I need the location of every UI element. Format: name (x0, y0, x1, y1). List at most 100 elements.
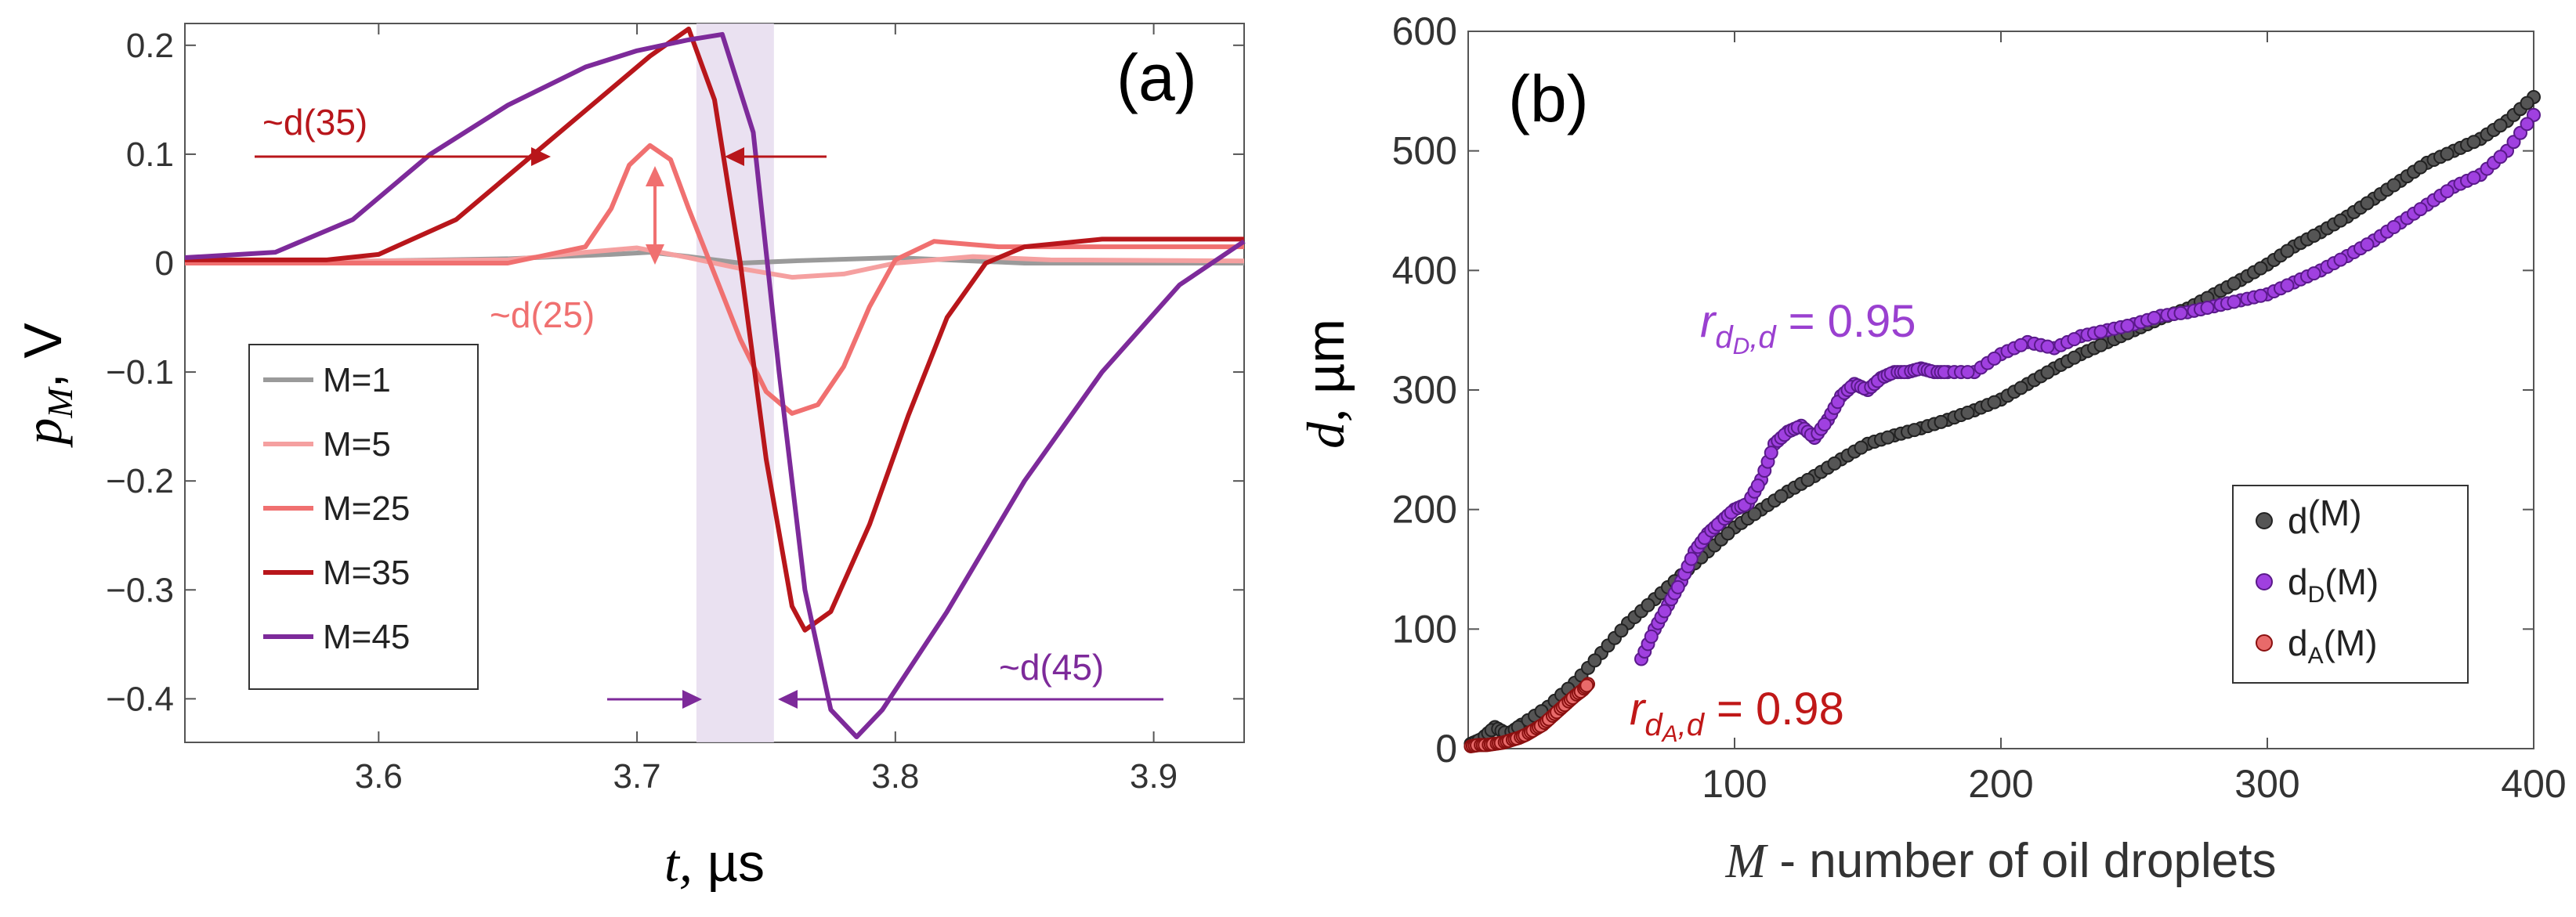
point-d(M) (2280, 244, 2295, 258)
point-dD(M) (2227, 294, 2241, 309)
series-line-m-45 (184, 31, 1246, 740)
panel-a-ticks: 3.6 3.7 3.8 3.9 0.2 0.1 0 −0.1 −0.2 −0.3 −0.4 (106, 23, 1244, 796)
panel-label-a: (a) (1116, 41, 1197, 114)
point-dD(M) (2386, 219, 2401, 234)
point-d(M) (2360, 196, 2375, 211)
correlation-dD: rdD,d = 0.95 (1700, 296, 1916, 359)
x-tick-label: 3.9 (1130, 757, 1178, 796)
legend-marker (2256, 634, 2273, 652)
correlation-dA: rdA,d = 0.98 (1630, 684, 1844, 747)
point-dD(M) (2040, 339, 2055, 354)
scatter-series-dA(M) (1463, 677, 1595, 753)
legend-label: M=25 (323, 489, 410, 528)
panel-label-b: (b) (1508, 62, 1589, 135)
series-line-m-35 (185, 26, 1244, 633)
d25-arrowhead-bottom (646, 244, 664, 265)
d45-arrowhead-left (682, 690, 702, 709)
point-dD(M) (2333, 252, 2348, 267)
point-d(M) (2040, 365, 2055, 380)
y-tick-label: 600 (1392, 9, 1457, 53)
point-dD(M) (2466, 171, 2481, 186)
x-tick-label: 3.8 (871, 757, 919, 796)
x-axis-label-a: t, µs (664, 833, 765, 893)
point-dD(M) (2520, 117, 2534, 132)
panel-a-legend: M=1 M=5 M=25 M=35 M=45 (248, 344, 479, 690)
point-dD(M) (2120, 318, 2135, 333)
x-tick-label: 100 (1702, 762, 1767, 806)
point-dD(M) (2067, 332, 2082, 347)
legend-label: dA(M) (2288, 623, 2378, 669)
series-line-m-25 (185, 143, 1244, 416)
point-d(M) (1800, 472, 1815, 487)
y-tick-label: 0 (1435, 727, 1457, 771)
panel-b-series (1463, 89, 2541, 753)
legend-label: M=35 (323, 554, 410, 592)
point-dD(M) (1670, 579, 1685, 594)
point-dD(M) (1684, 551, 1699, 566)
point-d(M) (2013, 381, 2028, 395)
point-d(M) (2413, 160, 2428, 175)
y-tick-label: −0.3 (106, 571, 174, 609)
point-d(M) (1854, 440, 1869, 455)
point-d(M) (1774, 489, 1789, 504)
point-dD(M) (2360, 237, 2375, 252)
point-d(M) (1880, 430, 1895, 445)
point-dD(M) (1750, 478, 1765, 493)
panel-a-chart: 3.6 3.7 3.8 3.9 0.2 0.1 0 −0.1 −0.2 −0.3 −0.4 ~d(3… (13, 23, 1246, 893)
legend-label: M=5 (323, 425, 391, 464)
y-tick-label: 0.1 (126, 135, 174, 174)
point-d(M) (2440, 146, 2455, 161)
point-d(M) (2333, 213, 2348, 228)
point-dD(M) (1764, 446, 1778, 460)
panel-a-series (184, 26, 1246, 740)
point-dD(M) (2413, 202, 2428, 217)
point-d(M) (1960, 406, 1975, 421)
y-tick-label: 100 (1392, 607, 1457, 651)
y-tick-label: −0.4 (106, 680, 174, 718)
point-d(M) (1934, 414, 1948, 429)
point-d(M) (2253, 261, 2268, 276)
point-dD(M) (2200, 301, 2215, 316)
d35-arrowhead-right (725, 147, 744, 166)
y-tick-label: 500 (1392, 129, 1457, 173)
point-d(M) (1747, 507, 1762, 522)
legend-box (248, 344, 479, 690)
d45-arrowhead-right (778, 690, 798, 709)
panel-b-chart: 100 200 300 400 0 100 200 300 400 500 600 (b) rdD,… (1296, 9, 2567, 888)
legend-label: M=1 (323, 361, 391, 399)
x-axis-label-b: M - number of oil droplets (1725, 834, 2277, 888)
point-d(M) (1614, 623, 1629, 638)
point-dD(M) (1987, 351, 2002, 366)
y-axis-label-b: d, µm (1296, 319, 1355, 449)
point-dD(M) (2306, 266, 2321, 281)
point-d(M) (2306, 229, 2321, 244)
point-dD(M) (2147, 311, 2162, 326)
d35-arrowhead-left (531, 147, 551, 166)
point-dD(M) (1644, 629, 1659, 644)
y-tick-label: −0.1 (106, 353, 174, 392)
point-d(M) (2520, 96, 2534, 110)
panel-b-legend: d(M) dD(M) dA(M) (2232, 485, 2469, 684)
point-d(M) (2093, 338, 2108, 352)
y-tick-label: 0 (155, 244, 174, 283)
point-dD(M) (2093, 324, 2108, 339)
point-d(M) (2067, 350, 2082, 365)
point-dD(M) (2253, 288, 2268, 303)
point-d(M) (2386, 178, 2401, 193)
point-dD(M) (2013, 338, 2028, 352)
point-d(M) (2227, 276, 2241, 291)
point-dD(M) (1657, 604, 1672, 619)
y-tick-label: 400 (1392, 248, 1457, 292)
point-d(M) (1720, 526, 1735, 541)
point-dD(M) (2173, 305, 2188, 320)
point-d(M) (2493, 118, 2508, 133)
annotation-d45: ~d(45) (999, 647, 1104, 688)
y-axis-label-a: pM, V (13, 323, 80, 448)
legend-label: dD(M) (2288, 561, 2379, 608)
point-d(M) (1987, 395, 2002, 410)
point-dD(M) (2440, 184, 2455, 199)
point-d(M) (1827, 456, 1842, 471)
point-dA(M) (1579, 678, 1594, 693)
y-tick-label: 300 (1392, 368, 1457, 412)
